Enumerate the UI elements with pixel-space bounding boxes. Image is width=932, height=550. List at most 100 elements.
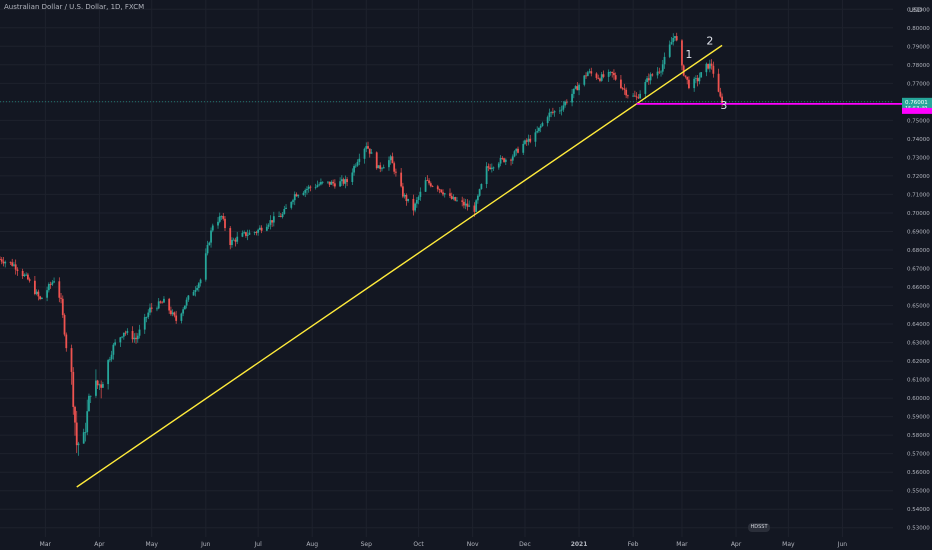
candle-body xyxy=(245,232,247,236)
candle-body xyxy=(194,289,197,292)
candle-body xyxy=(40,297,43,299)
candle-body xyxy=(88,395,90,412)
candle-body xyxy=(180,313,183,321)
candle-body xyxy=(511,156,514,161)
candle-body xyxy=(2,261,5,264)
candle-body xyxy=(37,291,40,297)
candle-body xyxy=(658,71,661,73)
candle-body xyxy=(231,239,233,246)
candle-body xyxy=(424,180,427,192)
candle-body xyxy=(588,71,591,73)
candle-body xyxy=(265,226,268,231)
candle-body xyxy=(133,337,136,340)
candle-body xyxy=(646,78,648,83)
candle-body xyxy=(206,244,209,254)
candle-body xyxy=(150,307,153,309)
y-tick-label: 0.71000 xyxy=(907,192,930,198)
candle-body xyxy=(307,186,310,189)
annotation-label: 1 xyxy=(685,48,692,61)
candle-body xyxy=(529,138,532,142)
candle-body xyxy=(400,172,403,187)
y-tick-label: 0.53000 xyxy=(907,526,930,532)
candle-body xyxy=(248,232,251,235)
candle-body xyxy=(269,220,272,225)
candle-body xyxy=(407,198,410,201)
candle-body xyxy=(326,181,329,183)
candle-body xyxy=(279,216,282,217)
x-tick-label: 2021 xyxy=(571,541,588,548)
candle-body xyxy=(272,216,275,223)
candle-body xyxy=(208,242,211,245)
candle-body xyxy=(562,105,565,110)
y-tick-label: 0.75000 xyxy=(907,118,930,124)
candle-body xyxy=(590,71,593,74)
candle-body xyxy=(229,228,232,246)
x-tick-label: Nov xyxy=(467,541,479,548)
candle-body xyxy=(182,309,185,314)
candle-body xyxy=(197,283,200,288)
candle-body xyxy=(490,167,493,170)
candle-body xyxy=(33,280,36,294)
y-tick-label: 0.78000 xyxy=(907,63,930,69)
candle-body xyxy=(65,334,68,349)
y-tick-label: 0.67000 xyxy=(907,267,930,273)
x-tick-label: Oct xyxy=(413,541,424,548)
candle-body xyxy=(473,205,476,212)
candle-body xyxy=(339,181,342,187)
candle-body xyxy=(614,75,617,80)
support-price-badge xyxy=(902,107,932,114)
y-tick-label: 0.57000 xyxy=(907,452,930,458)
candle-body xyxy=(98,384,101,386)
y-tick-label: 0.73000 xyxy=(907,155,930,161)
candle-body xyxy=(695,78,697,79)
candle-body xyxy=(499,157,502,164)
candle-body xyxy=(405,194,408,201)
candle-body xyxy=(309,186,312,188)
last-price-value: 0.76001 xyxy=(905,100,928,106)
x-tick-label: May xyxy=(146,541,159,548)
candle-body xyxy=(170,310,172,315)
candle-body xyxy=(107,360,110,385)
y-tick-label: 0.74000 xyxy=(907,137,930,143)
candle-body xyxy=(668,44,671,57)
candle-body xyxy=(365,146,368,149)
x-tick-label: Sep xyxy=(361,541,373,548)
candle-body xyxy=(121,336,123,338)
candle-body xyxy=(333,183,336,187)
candle-body xyxy=(476,195,479,201)
candle-body xyxy=(283,208,286,214)
candle-body xyxy=(510,159,512,161)
candle-body xyxy=(70,348,73,372)
candle-body xyxy=(504,159,507,162)
candle-body xyxy=(210,230,212,243)
candle-body xyxy=(675,36,678,41)
candle-body xyxy=(415,199,418,204)
candle-body xyxy=(211,225,214,231)
candle-body xyxy=(100,384,103,388)
candle-body xyxy=(475,200,478,212)
candle-body xyxy=(525,140,528,142)
candle-body xyxy=(391,156,394,164)
candle-body xyxy=(522,143,525,153)
candle-body xyxy=(156,308,158,310)
candle-body xyxy=(316,185,319,188)
y-tick-label: 0.81000 xyxy=(907,7,930,13)
candle-body xyxy=(708,63,711,69)
candle-body xyxy=(442,192,444,195)
candle-body xyxy=(72,371,75,407)
candle-body xyxy=(700,72,703,78)
candle-body xyxy=(0,259,3,262)
candle-body xyxy=(96,380,99,386)
candle-body xyxy=(74,406,76,423)
candle-body xyxy=(108,359,111,361)
y-tick-label: 0.60000 xyxy=(907,396,930,402)
candle-body xyxy=(368,148,371,154)
candle-body xyxy=(260,227,263,231)
candle-body xyxy=(546,117,549,124)
currency-label: USD xyxy=(909,7,922,14)
candle-body xyxy=(513,151,516,157)
candle-body xyxy=(454,197,457,201)
candle-body xyxy=(77,443,80,446)
candle-body xyxy=(599,78,601,81)
